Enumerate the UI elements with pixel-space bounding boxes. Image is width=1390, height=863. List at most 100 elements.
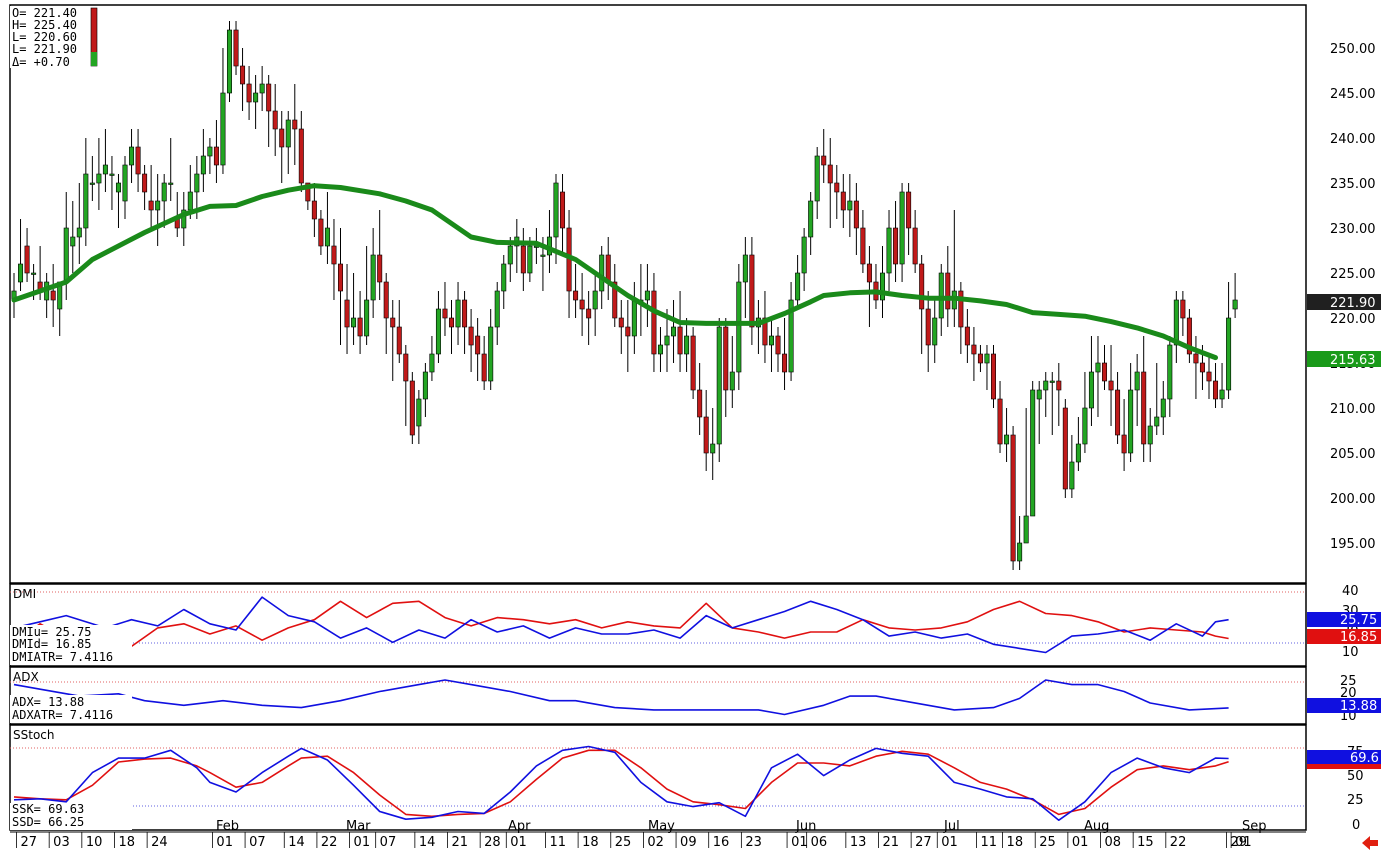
bear-candle [866, 263, 872, 283]
bull-candle [455, 299, 461, 328]
bull-candle [631, 299, 637, 337]
x-axis-day-label: 22 [321, 835, 338, 850]
bear-candle [1010, 434, 1016, 562]
bull-candle [220, 92, 226, 166]
x-axis: 27 03 10 18 24 01 07 14 22 01 07 14 21 28 01 11 18 25 02 09… [10, 819, 1306, 850]
bear-candle [762, 317, 768, 346]
ma-value-label: 215.63 [1330, 353, 1376, 368]
bull-candle [18, 263, 24, 283]
bear-candle [233, 29, 239, 67]
dmi-minus-value: 16.85 [1340, 630, 1377, 645]
bull-candle [429, 353, 435, 373]
readout-low: L= 220.60 [12, 30, 77, 44]
bear-candle [723, 326, 729, 391]
bear-candle [240, 65, 246, 85]
bear-candle [827, 164, 833, 184]
x-axis-day-label: 07 [249, 835, 266, 850]
adx-panel-title: ADX [13, 670, 39, 684]
bear-candle [468, 326, 474, 346]
bull-candle [259, 83, 265, 94]
bull-candle [161, 182, 167, 202]
bull-candle [1219, 389, 1225, 400]
bull-candle [129, 146, 135, 166]
bear-candle [148, 200, 154, 211]
bear-candle [1193, 353, 1199, 364]
bull-candle [899, 191, 905, 265]
moving-average-line [11, 183, 1219, 361]
bear-candle [24, 245, 30, 274]
dmi-minus-readout: DMId= 16.85 [12, 637, 91, 651]
stoch-tick: 0 [1352, 818, 1360, 833]
bear-candle [337, 263, 343, 292]
adx-atr-readout: ADXATR= 7.4116 [12, 708, 113, 722]
bull-candle [1004, 434, 1010, 445]
bear-candle [782, 353, 788, 373]
bull-candle [553, 182, 559, 238]
bear-candle [977, 353, 983, 364]
adx-value-badge [1307, 698, 1381, 713]
bear-candle [625, 326, 631, 337]
bull-candle [1036, 389, 1042, 400]
bull-candle [83, 173, 89, 229]
bull-candle [168, 182, 174, 185]
x-axis-day-label: 18 [118, 835, 135, 850]
bear-candle [481, 353, 487, 382]
bull-candle [1043, 380, 1049, 391]
x-axis-month-label: May [648, 819, 675, 834]
price-tick: 200.00 [1330, 492, 1376, 507]
bear-candle [560, 191, 566, 229]
stoch-panel-title: SStoch [13, 728, 54, 742]
bull-candle [435, 308, 441, 355]
bull-candle [102, 164, 108, 175]
x-axis-day-label: 16 [713, 835, 730, 850]
x-axis-day-label: 22 [1170, 835, 1187, 850]
bull-candle [422, 371, 428, 400]
price-tick: 235.00 [1330, 177, 1376, 192]
bear-candle [749, 254, 755, 328]
ssd-readout: SSD= 66.25 [12, 815, 84, 829]
bear-candle [305, 182, 311, 202]
bull-candle [31, 272, 37, 275]
bear-candle [925, 308, 931, 346]
bear-candle [893, 227, 899, 265]
stoch-tick: 50 [1347, 769, 1364, 784]
dmi-readout-bg [10, 625, 132, 665]
x-axis-day-label: 07 [380, 835, 397, 850]
ssk-line [13, 745, 1229, 822]
bull-candle [795, 272, 801, 301]
bear-candle [821, 155, 827, 166]
bull-candle [1232, 299, 1238, 310]
bear-candle [403, 353, 409, 382]
bear-candle [298, 128, 304, 184]
bear-candle [50, 290, 56, 301]
dmi-plus-value: 25.75 [1340, 613, 1377, 628]
bull-candle [122, 164, 128, 202]
bull-candle [109, 173, 115, 176]
bear-candle [272, 110, 278, 130]
bull-candle [181, 209, 187, 229]
bull-candle [1082, 407, 1088, 445]
bull-candle [96, 173, 102, 184]
x-axis-day-label: 02 [647, 835, 664, 850]
bear-candle [1180, 299, 1186, 319]
bear-candle [1121, 434, 1127, 454]
price-tick: 195.00 [1330, 537, 1376, 552]
bull-candle [1075, 443, 1081, 463]
x-axis-day-label: 15 [1137, 835, 1154, 850]
last-price-label: 221.90 [1330, 296, 1376, 311]
bull-candle [187, 191, 193, 211]
readout-high: H= 225.40 [12, 18, 77, 32]
bull-candle [194, 173, 200, 193]
dmi-plus-line [13, 596, 1229, 654]
adx-value: 13.88 [1340, 699, 1377, 714]
adx-tick: 20 [1340, 686, 1357, 701]
bull-candle [351, 317, 357, 328]
bull-candle [200, 155, 206, 175]
bull-candle [1088, 371, 1094, 409]
x-axis-day-label: 23 [745, 835, 762, 850]
scroll-left-arrow-icon[interactable] [1362, 836, 1378, 850]
bear-candle [860, 227, 866, 265]
x-axis-day-label: 14 [419, 835, 436, 850]
